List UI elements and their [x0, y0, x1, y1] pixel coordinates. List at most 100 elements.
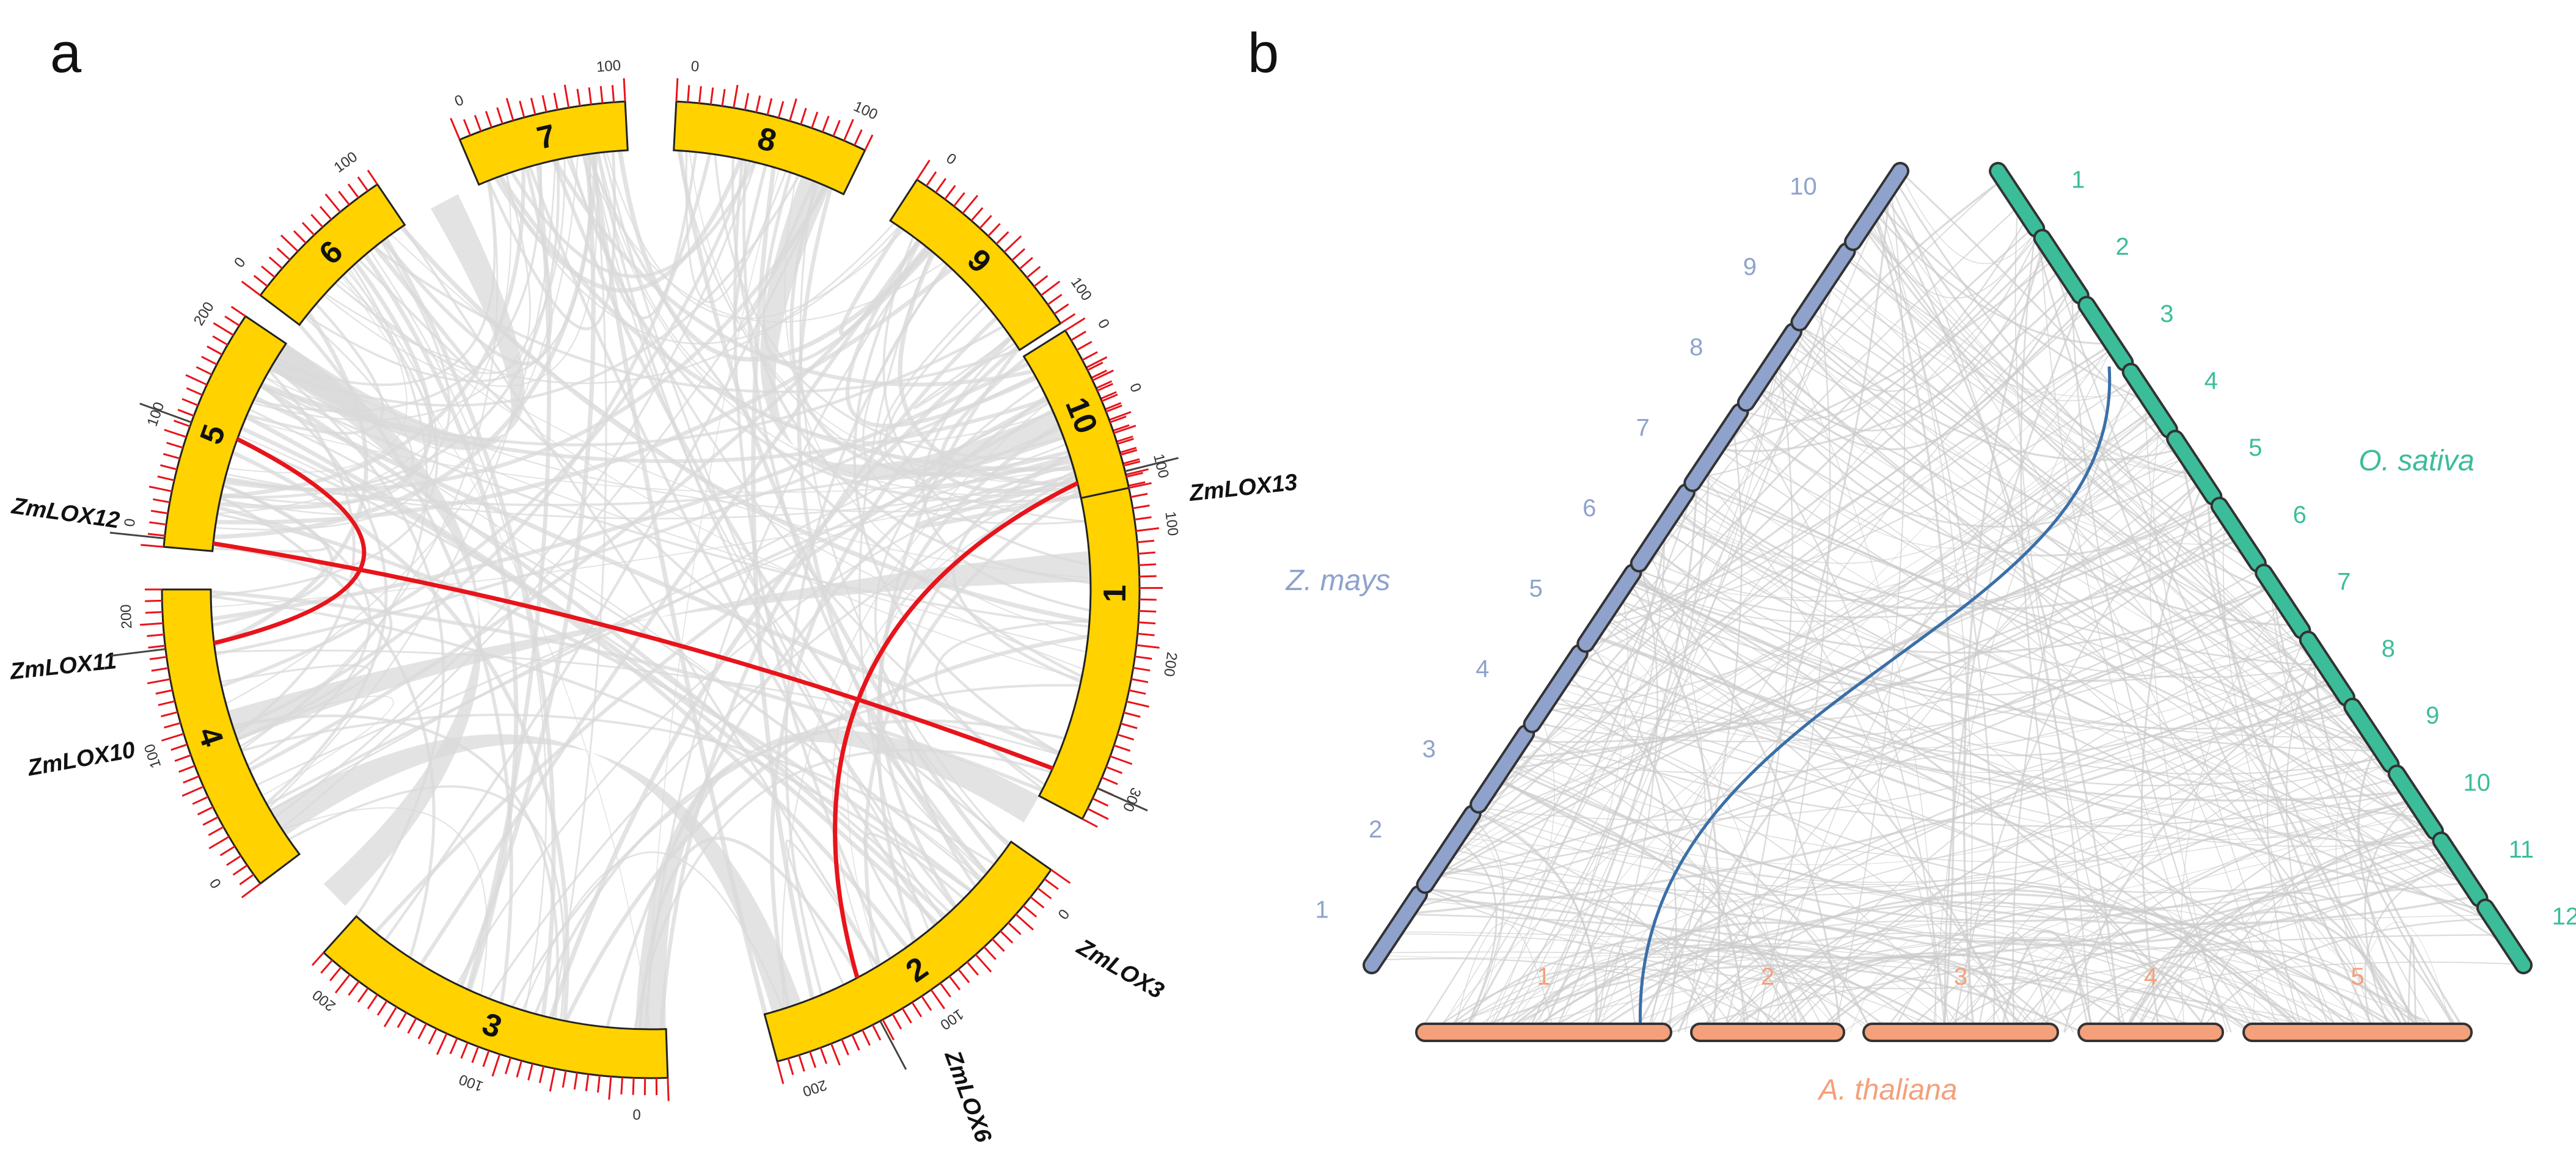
synteny-link: [1528, 945, 1988, 1034]
tick-label: 100: [596, 57, 621, 76]
synteny-link: [1905, 776, 2400, 1033]
tick-mark: [1129, 482, 1152, 489]
synteny-link: [1635, 567, 1842, 1033]
tick-mark: [166, 442, 183, 449]
highlight-link-ZmLOX11-ZmLOX3: [213, 541, 1054, 771]
tick-mark: [953, 192, 965, 207]
tick-mark: [208, 826, 224, 836]
highlight-synteny-link: [1639, 366, 2112, 1033]
chromosome-label: 1: [1097, 585, 1133, 602]
species-label-zmays: Z. mays: [1286, 564, 1391, 597]
tick-label: 100: [1067, 274, 1095, 304]
background-link: [217, 173, 512, 514]
tick-mark: [1110, 755, 1133, 765]
tick-mark: [1097, 382, 1114, 392]
chromosome-4: [161, 588, 301, 885]
tick-mark: [177, 409, 194, 417]
tick-mark: [962, 194, 979, 214]
synteny-link: [1864, 224, 2369, 732]
tick-mark: [1117, 734, 1135, 741]
tick-mark: [1126, 700, 1150, 708]
background-link: [582, 151, 698, 319]
tick-mark: [1137, 539, 1155, 544]
tick-mark: [1030, 896, 1045, 909]
tick-label: 0: [1126, 381, 1144, 395]
synteny-link: [1899, 171, 2038, 264]
panel-a-letter: a: [50, 22, 82, 84]
background-link: [902, 474, 1077, 888]
synteny-link: [1873, 210, 1996, 1033]
synteny-link: [1815, 905, 2357, 1034]
background-link: [280, 186, 828, 830]
tick-mark: [334, 974, 351, 994]
background-link: [882, 236, 1091, 566]
tick-label: 100: [144, 400, 168, 429]
synteny-link: [1670, 934, 2504, 1034]
tick-mark: [588, 87, 592, 105]
zmays-chromosome-label: 4: [1476, 655, 1489, 682]
synteny-link: [1798, 323, 2182, 461]
tick-mark: [149, 655, 167, 660]
tick-mark: [599, 86, 604, 104]
synteny-link: [1757, 631, 2303, 1033]
tick-mark: [1092, 797, 1109, 807]
synteny-link: [1418, 476, 1698, 1033]
synteny-link: [1441, 938, 1894, 1034]
tick-mark: [721, 89, 726, 106]
synteny-link: [1669, 516, 2495, 922]
background-link: [240, 426, 909, 949]
athaliana-chromosome-label: 3: [1954, 963, 1967, 990]
tick-mark: [1128, 481, 1146, 487]
synteny-highlight-links: [1639, 366, 2112, 1033]
synteny-link: [1795, 328, 2449, 852]
background-ribbon: [269, 343, 481, 906]
gene-label-zmlox10: ZmLOX10: [25, 737, 137, 781]
tick-mark: [891, 1013, 902, 1030]
tick-mark: [324, 193, 342, 213]
tick-mark: [301, 222, 315, 236]
synteny-link: [1808, 308, 2244, 545]
tick-mark: [882, 1019, 895, 1041]
synteny-link: [1843, 255, 2426, 817]
background-link: [685, 151, 787, 304]
background-link: [839, 226, 929, 336]
osativa-chromosome-label: 10: [2464, 769, 2491, 796]
tick-mark: [921, 995, 932, 1011]
tick-mark: [161, 711, 178, 718]
synteny-link: [1699, 472, 1951, 1033]
background-link: [254, 395, 1060, 756]
tick-mark: [1113, 424, 1130, 432]
tick-mark: [1033, 275, 1048, 287]
osativa-chromosome-label: 9: [2426, 702, 2439, 729]
tick-mark: [376, 1000, 388, 1016]
synteny-link: [2029, 695, 2346, 1033]
synteny-link: [2123, 911, 2424, 1033]
tick-mark: [1132, 505, 1150, 509]
zmays-chromosome-5: [1579, 566, 1640, 651]
tick-label: 200: [117, 604, 135, 629]
synteny-link: [2407, 937, 2417, 1033]
tick-mark: [1000, 930, 1014, 944]
tick-mark: [979, 214, 992, 229]
tick-mark: [935, 178, 947, 193]
tick-mark: [471, 1046, 480, 1063]
synteny-link: [1687, 489, 2241, 610]
zmays-chromosome-7: [1686, 405, 1747, 490]
background-link: [770, 345, 1019, 1008]
osativa-chromosome-10: [2390, 767, 2442, 838]
synteny-link: [1755, 386, 2216, 556]
tick-mark: [164, 429, 187, 438]
background-link: [913, 337, 1016, 409]
tick-mark: [970, 207, 984, 222]
osativa-chromosome-label: 4: [2205, 367, 2218, 394]
tick-mark: [709, 87, 714, 105]
tick-mark: [219, 845, 236, 856]
zmays-chromosome-1: [1365, 888, 1426, 972]
gene-label-zmlox12: ZmLOX12: [10, 493, 121, 533]
background-link: [494, 158, 744, 293]
tick-mark: [367, 994, 378, 1010]
synteny-link: [1826, 282, 2274, 588]
synteny-link: [2012, 378, 2136, 1033]
synteny-link: [1556, 349, 2117, 1033]
synteny-link: [1408, 581, 2270, 910]
